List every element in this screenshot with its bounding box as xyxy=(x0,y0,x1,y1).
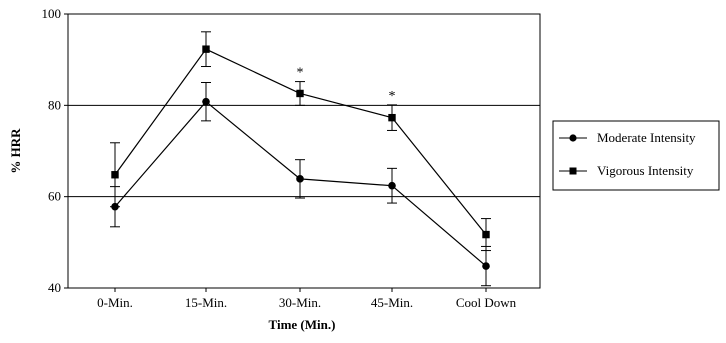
x-axis-ticks: 0-Min. 15-Min. 30-Min. 45-Min. Cool Down xyxy=(97,288,517,310)
legend: Moderate Intensity Vigorous Intensity xyxy=(552,120,720,191)
gridlines xyxy=(68,104,540,198)
data-point-square xyxy=(111,171,119,179)
significance-asterisk: * xyxy=(389,89,396,104)
y-tick-label: 100 xyxy=(42,6,62,21)
y-axis-title: % HRR xyxy=(8,128,23,174)
series-vigorous xyxy=(110,31,491,252)
x-tick-label: 30-Min. xyxy=(279,295,321,310)
x-tick-label: 45-Min. xyxy=(371,295,413,310)
legend-label-moderate: Moderate Intensity xyxy=(597,130,696,145)
data-point-square xyxy=(296,89,304,98)
y-tick-label: 40 xyxy=(48,280,61,295)
data-point-circle xyxy=(388,181,396,190)
x-tick-label: 15-Min. xyxy=(185,295,227,310)
circle-marker-icon xyxy=(569,134,577,142)
legend-item-vigorous: Vigorous Intensity xyxy=(559,163,694,178)
series-layer xyxy=(110,31,491,287)
significance-asterisk: * xyxy=(297,66,304,81)
x-tick-label: Cool Down xyxy=(456,295,517,310)
square-marker-icon xyxy=(569,167,577,175)
legend-label-vigorous: Vigorous Intensity xyxy=(597,163,694,178)
data-point-circle xyxy=(202,97,210,106)
y-axis-ticks: 40 60 80 100 xyxy=(42,6,68,295)
data-point-circle xyxy=(296,175,304,183)
y-tick-label: 80 xyxy=(48,97,61,112)
legend-box xyxy=(552,120,720,191)
plot-frame xyxy=(67,13,541,289)
y-tick-label: 60 xyxy=(48,189,61,204)
x-axis-title: Time (Min.) xyxy=(269,317,336,332)
annotations: ** xyxy=(297,66,396,104)
data-point-circle xyxy=(482,262,490,270)
legend-item-moderate: Moderate Intensity xyxy=(559,130,696,145)
data-point-square xyxy=(388,113,396,122)
series-moderate xyxy=(110,82,491,287)
data-point-square xyxy=(202,45,210,53)
data-point-square xyxy=(482,230,490,239)
x-tick-label: 0-Min. xyxy=(97,295,133,310)
